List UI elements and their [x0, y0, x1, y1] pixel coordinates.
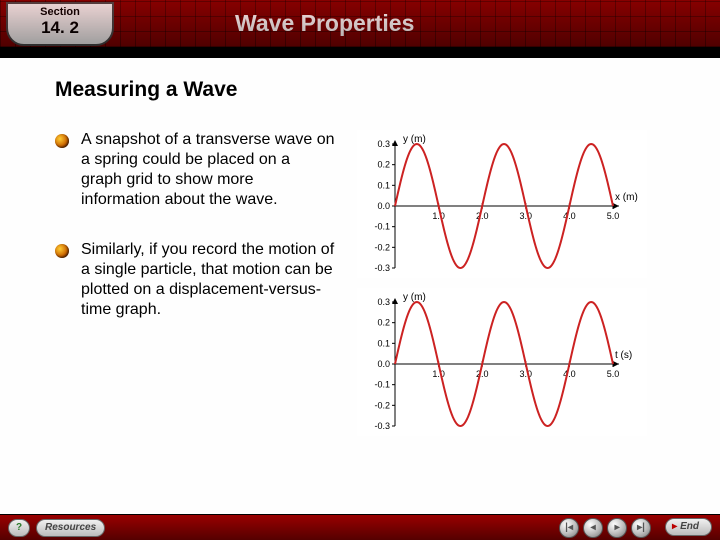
svg-text:0.2: 0.2 [377, 318, 390, 328]
svg-text:-0.2: -0.2 [374, 242, 390, 252]
content-area: Measuring a Wave A snapshot of a transve… [0, 58, 720, 514]
footer-bar: ? Resources |◂ ◂ ▸ ▸| ▸ End [0, 514, 720, 540]
first-button[interactable]: |◂ [559, 518, 579, 538]
nav-group: |◂ ◂ ▸ ▸| ▸ End [559, 518, 712, 538]
svg-text:1.0: 1.0 [432, 211, 445, 221]
resources-button[interactable]: Resources [36, 519, 105, 537]
svg-text:y (m): y (m) [403, 134, 426, 145]
svg-text:0.2: 0.2 [377, 160, 390, 170]
bullet-text: Similarly, if you record the motion of a… [81, 240, 335, 320]
help-button[interactable]: ? [8, 519, 30, 537]
slide-title: Wave Properties [235, 10, 414, 37]
svg-text:y (m): y (m) [403, 292, 426, 303]
bullet-icon [55, 244, 69, 258]
svg-text:0.3: 0.3 [377, 297, 390, 307]
svg-text:0.1: 0.1 [377, 180, 390, 190]
svg-text:0.3: 0.3 [377, 139, 390, 149]
svg-text:-0.2: -0.2 [374, 400, 390, 410]
svg-text:1.0: 1.0 [432, 369, 445, 379]
svg-text:-0.1: -0.1 [374, 380, 390, 390]
header-band: Section 14. 2 Wave Properties [0, 0, 720, 48]
first-icon: |◂ [565, 522, 573, 533]
svg-text:0.1: 0.1 [377, 338, 390, 348]
svg-text:2.0: 2.0 [476, 369, 489, 379]
section-label: Section [8, 6, 112, 18]
last-icon: ▸| [637, 522, 645, 533]
wave-vs-position-chart: 0.3 0.2 0.1 0.0 -0.1 -0.2 -0.3 1.0 2.0 3.0 4.0 5.0 y… [357, 130, 647, 278]
svg-text:3.0: 3.0 [520, 211, 533, 221]
svg-text:0.0: 0.0 [377, 359, 390, 369]
help-icon: ? [16, 522, 22, 533]
svg-text:t (s): t (s) [615, 350, 632, 361]
end-button[interactable]: ▸ End [665, 518, 712, 536]
resources-label: Resources [45, 522, 96, 533]
prev-icon: ◂ [591, 522, 596, 533]
section-tab: Section 14. 2 [6, 2, 114, 46]
section-number: 14. 2 [8, 18, 112, 38]
svg-text:4.0: 4.0 [563, 211, 576, 221]
end-arrow-icon: ▸ [672, 521, 677, 532]
end-label: End [680, 521, 699, 532]
svg-text:5.0: 5.0 [607, 369, 620, 379]
next-icon: ▸ [615, 522, 620, 533]
text-column: A snapshot of a transverse wave on a spr… [55, 130, 335, 436]
svg-text:x (m): x (m) [615, 192, 638, 203]
svg-text:-0.3: -0.3 [374, 421, 390, 431]
body-row: A snapshot of a transverse wave on a spr… [55, 130, 690, 436]
svg-text:2.0: 2.0 [476, 211, 489, 221]
svg-text:4.0: 4.0 [563, 369, 576, 379]
bullet-text: A snapshot of a transverse wave on a spr… [81, 130, 335, 210]
bullet-item: Similarly, if you record the motion of a… [55, 240, 335, 320]
subtitle: Measuring a Wave [55, 78, 690, 102]
bullet-icon [55, 134, 69, 148]
prev-button[interactable]: ◂ [583, 518, 603, 538]
wave-vs-time-chart: 0.3 0.2 0.1 0.0 -0.1 -0.2 -0.3 1.0 2.0 3.0 4.0 5.0 y… [357, 288, 647, 436]
svg-text:3.0: 3.0 [520, 369, 533, 379]
last-button[interactable]: ▸| [631, 518, 651, 538]
bullet-item: A snapshot of a transverse wave on a spr… [55, 130, 335, 210]
chart-column: 0.3 0.2 0.1 0.0 -0.1 -0.2 -0.3 1.0 2.0 3.0 4.0 5.0 y… [357, 130, 690, 436]
svg-text:5.0: 5.0 [607, 211, 620, 221]
svg-text:0.0: 0.0 [377, 201, 390, 211]
svg-text:-0.3: -0.3 [374, 263, 390, 273]
next-button[interactable]: ▸ [607, 518, 627, 538]
svg-text:-0.1: -0.1 [374, 222, 390, 232]
